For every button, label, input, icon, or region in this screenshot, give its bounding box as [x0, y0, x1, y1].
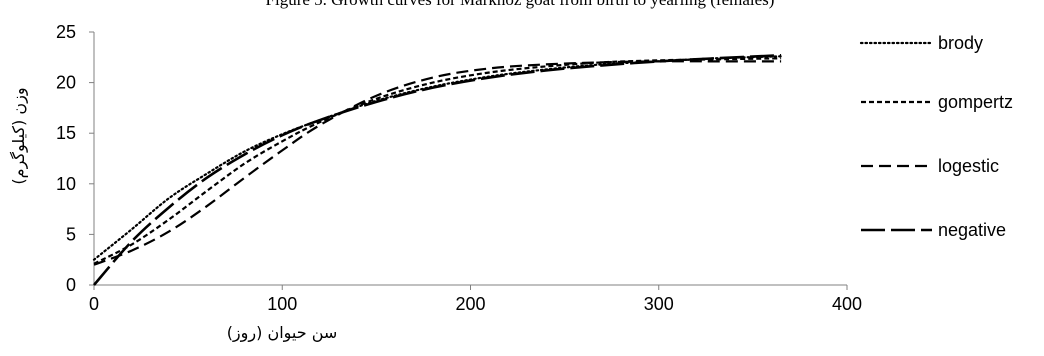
x-tick-label: 300 [644, 294, 674, 314]
legend-label-negative: negative [938, 220, 1006, 240]
legend: brody gompertz logestic negative [859, 33, 1013, 240]
x-tick-label: 0 [89, 294, 99, 314]
y-tick-label: 5 [66, 224, 76, 244]
y-tick-label: 0 [66, 275, 76, 295]
chart-title: Figure 5. Growth curves for Markhoz goat… [266, 0, 775, 9]
x-axis-label: سن حیوان (روز) [227, 323, 338, 343]
x-tick-label: 400 [832, 294, 862, 314]
y-tick-label: 20 [56, 73, 76, 93]
series-line-gompertz [93, 57, 782, 265]
series-layer [92, 53, 783, 286]
x-tick-label: 200 [455, 294, 485, 314]
legend-label-logestic: logestic [938, 156, 999, 176]
axes: 0 5 10 15 20 25 0 100 200 300 400 [56, 22, 862, 314]
series-line-negative [93, 53, 782, 286]
legend-label-brody: brody [938, 33, 983, 53]
y-tick-label: 10 [56, 174, 76, 194]
legend-label-gompertz: gompertz [938, 92, 1013, 112]
y-tick-label: 15 [56, 123, 76, 143]
y-tick-label: 25 [56, 22, 76, 42]
series-line-logestic [93, 60, 782, 266]
y-axis-label: وزن (کیلوگرم) [9, 87, 29, 184]
x-tick-label: 100 [267, 294, 297, 314]
